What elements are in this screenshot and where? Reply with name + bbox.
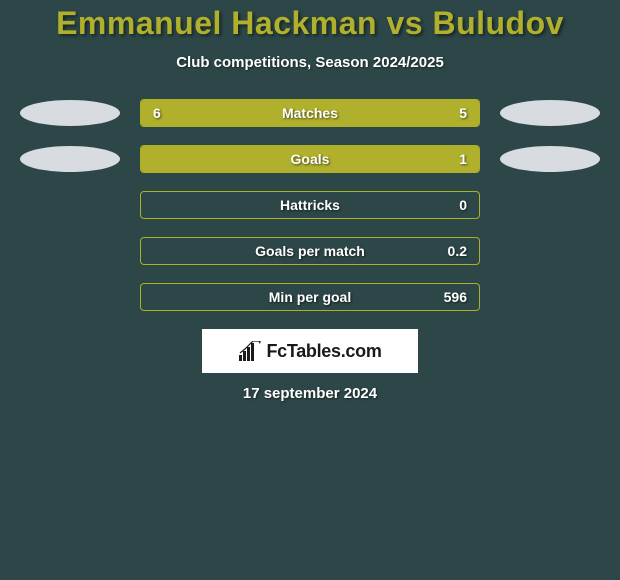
stat-row: Min per goal 596 <box>0 283 620 311</box>
stat-row: 6 Matches 5 <box>0 99 620 127</box>
stat-label: Matches <box>282 105 338 121</box>
subtitle: Club competitions, Season 2024/2025 <box>0 54 620 71</box>
stat-rows: 6 Matches 5 Goals 1 Hattricks 0 Goals per match… <box>0 99 620 311</box>
stat-bar: Goals per match 0.2 <box>140 237 480 265</box>
stat-value-left: 6 <box>153 105 161 121</box>
stat-value-right: 1 <box>459 151 467 167</box>
stat-bar-right-fill <box>325 100 479 126</box>
stat-row: Hattricks 0 <box>0 191 620 219</box>
stat-label: Goals <box>291 151 330 167</box>
player-left-ellipse <box>20 146 120 172</box>
ellipse-spacer <box>20 238 120 264</box>
stat-row: Goals 1 <box>0 145 620 173</box>
page-title: Emmanuel Hackman vs Buludov <box>0 5 620 42</box>
ellipse-spacer <box>20 192 120 218</box>
stat-bar: 6 Matches 5 <box>140 99 480 127</box>
stat-label: Goals per match <box>255 243 365 259</box>
ellipse-spacer <box>20 284 120 310</box>
stat-value-right: 0 <box>459 197 467 213</box>
stat-value-right: 596 <box>444 289 467 305</box>
player-right-ellipse <box>500 146 600 172</box>
stat-bar: Goals 1 <box>140 145 480 173</box>
player-left-ellipse <box>20 100 120 126</box>
stat-bar: Min per goal 596 <box>140 283 480 311</box>
fctables-bars-icon <box>238 341 262 361</box>
ellipse-spacer <box>500 238 600 264</box>
stat-bar: Hattricks 0 <box>140 191 480 219</box>
stat-value-right: 5 <box>459 105 467 121</box>
logo-text: FcTables.com <box>266 341 381 362</box>
stat-label: Min per goal <box>269 289 351 305</box>
logo-box[interactable]: FcTables.com <box>202 329 418 373</box>
ellipse-spacer <box>500 192 600 218</box>
ellipse-spacer <box>500 284 600 310</box>
date-label: 17 september 2024 <box>0 385 620 402</box>
stat-row: Goals per match 0.2 <box>0 237 620 265</box>
comparison-container: Emmanuel Hackman vs Buludov Club competi… <box>0 0 620 402</box>
stat-value-right: 0.2 <box>448 243 467 259</box>
player-right-ellipse <box>500 100 600 126</box>
stat-label: Hattricks <box>280 197 340 213</box>
